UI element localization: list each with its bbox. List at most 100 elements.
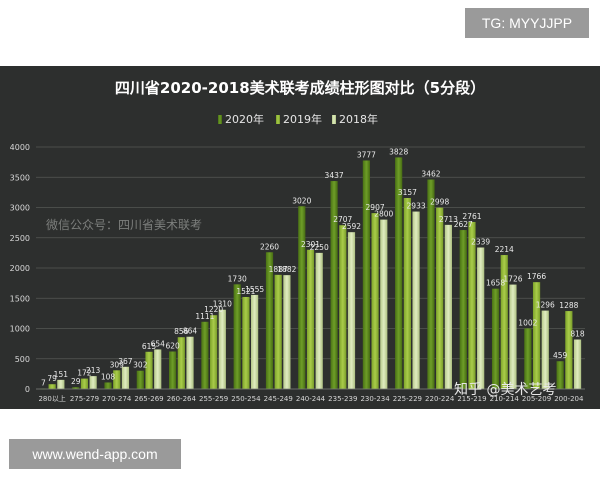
- data-label: 1658: [486, 279, 505, 288]
- bar: [524, 328, 532, 389]
- bar: [218, 309, 226, 389]
- legend-swatch: [332, 115, 336, 124]
- x-tick-label: 225-229: [393, 395, 422, 403]
- data-label: 2907: [366, 203, 385, 212]
- bar: [500, 255, 508, 389]
- data-label: 1887: [269, 265, 288, 274]
- bar: [315, 252, 323, 389]
- y-tick-label: 4000: [10, 143, 30, 152]
- legend-swatch: [218, 115, 222, 124]
- bar: [339, 225, 347, 389]
- bar: [306, 249, 315, 389]
- bar: [565, 311, 573, 389]
- data-label: 1882: [277, 265, 296, 274]
- bar: [80, 378, 89, 389]
- data-label: 1555: [245, 285, 264, 294]
- bar: [72, 387, 80, 389]
- bar-chart: 四川省2020-2018美术联考成绩柱形图对比（5分段） 2020年 2019年 2…: [0, 66, 600, 409]
- data-label: 620: [165, 341, 180, 350]
- zhihu-watermark: 知乎 @美术艺考: [454, 381, 556, 398]
- bar: [573, 339, 582, 389]
- top-watermark-tag: TG: MYYJJPP: [465, 8, 589, 38]
- bar: [57, 379, 65, 389]
- y-tick-label: 1500: [10, 294, 30, 303]
- data-label: 856: [174, 327, 189, 336]
- data-label: 3437: [325, 171, 344, 180]
- x-tick-label: 260-264: [167, 395, 197, 403]
- data-label: 3777: [357, 150, 376, 159]
- data-label: 367: [118, 357, 133, 366]
- bar: [136, 370, 144, 389]
- data-label: 2627: [454, 220, 473, 229]
- data-label: 3462: [421, 170, 440, 179]
- data-label: 2301: [301, 240, 320, 249]
- data-label: 1310: [213, 300, 232, 309]
- data-label: 1730: [228, 274, 247, 283]
- data-label: 3828: [389, 147, 408, 156]
- x-tick-label: 265-269: [134, 395, 163, 403]
- x-axis: 280以上 275-279 270-274 265-269 260-264 255-259…: [36, 388, 585, 403]
- bar: [186, 336, 194, 389]
- bar: [541, 310, 549, 389]
- bar: [330, 181, 338, 389]
- data-label: 7: [41, 379, 46, 388]
- legend-swatch: [276, 115, 280, 124]
- chart-legend: 2020年 2019年 2018年: [218, 112, 378, 126]
- data-label: 1521: [236, 287, 255, 296]
- bar: [556, 361, 564, 389]
- x-tick-label: 275-279: [70, 395, 99, 403]
- chart-container: 四川省2020-2018美术联考成绩柱形图对比（5分段） 2020年 2019年 2…: [0, 66, 600, 409]
- data-label: 108: [101, 372, 116, 381]
- bar: [532, 282, 541, 389]
- bar: [362, 160, 370, 389]
- bar: [233, 284, 241, 389]
- bar: [121, 366, 130, 389]
- legend-label: 2020年: [225, 112, 264, 126]
- bar: [274, 274, 282, 389]
- y-tick-label: 1000: [10, 325, 30, 334]
- bar: [89, 376, 97, 389]
- data-label: 213: [86, 366, 101, 375]
- data-label: 2260: [260, 242, 279, 251]
- x-tick-label: 280以上: [38, 394, 65, 403]
- data-label: 2800: [374, 210, 393, 219]
- bar: [403, 198, 411, 389]
- y-axis: 0 500 1000 1500 2000 2500 3000 3500 4000: [10, 143, 30, 394]
- data-label: 309: [110, 360, 125, 369]
- bottom-watermark-tag: www.wend-app.com: [9, 439, 181, 469]
- bar: [427, 179, 435, 389]
- bar: [113, 370, 121, 389]
- bar: [154, 349, 162, 389]
- x-tick-label: 205-209: [522, 395, 551, 403]
- data-label: 2214: [495, 245, 514, 254]
- x-tick-label: 235-239: [328, 395, 357, 403]
- bar: [210, 315, 218, 389]
- data-label: 2998: [430, 198, 449, 207]
- data-label: 2592: [342, 222, 361, 231]
- bar: [509, 284, 517, 389]
- y-tick-label: 2000: [10, 264, 30, 273]
- chart-title: 四川省2020-2018美术联考成绩柱形图对比（5分段）: [115, 79, 485, 97]
- data-label: 615: [142, 342, 157, 351]
- bar: [265, 252, 274, 389]
- data-label: 2339: [471, 237, 490, 246]
- bar: [436, 207, 444, 389]
- bar: [395, 157, 403, 389]
- bar: [48, 384, 56, 389]
- bar: [477, 247, 485, 389]
- bar: [251, 294, 259, 389]
- bar: [201, 321, 209, 389]
- data-label: 459: [553, 351, 568, 360]
- x-tick-label: 220-224: [425, 395, 455, 403]
- x-tick-label: 250-254: [231, 395, 261, 403]
- data-label: 1111: [195, 312, 214, 321]
- data-label: 2250: [310, 243, 329, 252]
- data-label: 818: [570, 330, 585, 339]
- x-tick-label: 210-214: [490, 395, 520, 403]
- y-tick-label: 3500: [10, 173, 30, 182]
- data-label: 172: [77, 369, 92, 378]
- data-label: 2707: [333, 215, 352, 224]
- bar: [177, 337, 185, 389]
- data-label: 1296: [536, 301, 555, 310]
